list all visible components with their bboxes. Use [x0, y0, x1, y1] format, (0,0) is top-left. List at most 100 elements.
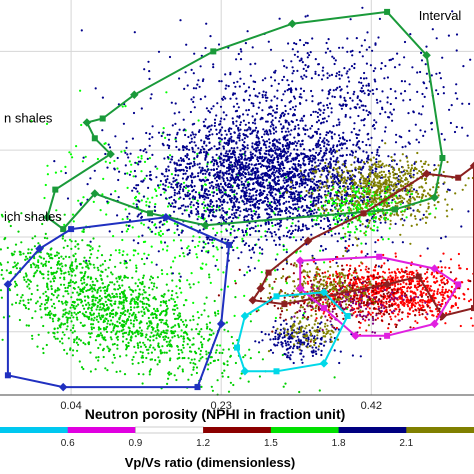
data-point — [174, 205, 177, 208]
data-point — [267, 222, 270, 225]
data-point — [54, 277, 57, 280]
data-point — [314, 58, 317, 61]
data-point — [248, 159, 251, 162]
data-point — [102, 286, 105, 289]
data-point — [51, 317, 54, 320]
data-point — [226, 360, 229, 363]
data-point — [79, 298, 82, 301]
data-point — [286, 144, 289, 147]
data-point — [68, 151, 71, 154]
data-point — [244, 123, 247, 126]
data-point — [315, 219, 318, 222]
data-point — [166, 273, 169, 276]
data-point — [44, 308, 47, 311]
data-point — [212, 227, 215, 230]
data-point — [27, 307, 30, 311]
data-point — [227, 139, 230, 142]
data-point — [119, 314, 122, 317]
data-point — [326, 97, 329, 100]
data-point — [186, 153, 189, 156]
data-point — [220, 80, 223, 83]
data-point — [272, 185, 275, 188]
data-point — [182, 181, 186, 184]
data-point — [44, 183, 47, 187]
data-point — [99, 286, 102, 289]
data-point — [163, 175, 166, 178]
data-point — [126, 253, 129, 256]
data-point — [75, 267, 78, 270]
data-point — [115, 336, 118, 339]
data-point — [182, 118, 185, 121]
data-point — [27, 298, 30, 301]
data-point — [265, 149, 268, 153]
data-point — [241, 138, 244, 141]
data-point — [197, 172, 200, 175]
data-point — [246, 168, 249, 171]
data-point — [68, 256, 71, 259]
data-point — [57, 252, 60, 255]
data-point — [269, 189, 272, 192]
data-point — [110, 309, 113, 312]
data-point — [0, 248, 2, 251]
data-point — [291, 229, 295, 233]
data-point — [114, 302, 117, 305]
data-point — [215, 128, 218, 131]
data-point — [318, 389, 321, 392]
data-point — [189, 203, 192, 206]
data-point — [292, 192, 295, 195]
data-point — [197, 332, 200, 335]
data-point — [194, 175, 197, 178]
data-point — [221, 351, 224, 355]
data-point — [138, 200, 141, 203]
data-point — [409, 33, 412, 36]
data-point — [238, 161, 241, 164]
data-point — [255, 112, 258, 115]
data-point — [182, 169, 185, 172]
data-point — [449, 121, 452, 125]
data-point — [435, 72, 438, 75]
data-point — [227, 128, 230, 131]
data-point — [440, 132, 443, 136]
data-point — [137, 184, 140, 187]
data-point — [172, 239, 175, 242]
data-point — [35, 302, 38, 305]
data-point — [206, 168, 209, 171]
data-point — [221, 207, 224, 210]
data-point — [223, 158, 226, 161]
data-point — [89, 240, 92, 243]
data-point — [136, 306, 139, 309]
data-point — [389, 102, 392, 106]
data-point — [148, 137, 151, 140]
data-point — [144, 148, 147, 151]
data-point — [137, 235, 140, 238]
data-point — [124, 208, 127, 211]
data-point — [237, 106, 240, 109]
data-point — [222, 271, 225, 274]
data-point — [77, 303, 80, 306]
data-point — [133, 169, 136, 173]
data-point — [450, 104, 453, 107]
data-point — [273, 173, 276, 177]
data-point — [282, 192, 285, 195]
data-point — [136, 285, 139, 288]
data-point — [205, 350, 208, 353]
data-point — [317, 193, 321, 196]
data-point — [279, 220, 282, 224]
data-point — [299, 145, 302, 148]
data-point — [44, 232, 47, 235]
data-point — [162, 336, 165, 339]
data-point — [186, 253, 189, 256]
data-point — [134, 315, 137, 319]
data-point — [245, 233, 248, 236]
data-point — [321, 156, 324, 159]
data-point — [140, 310, 143, 313]
data-point — [247, 244, 251, 247]
data-point — [233, 212, 236, 215]
data-point — [276, 213, 279, 216]
data-point — [159, 349, 162, 352]
data-point — [118, 301, 122, 304]
data-point — [293, 148, 296, 151]
data-point — [315, 223, 318, 226]
data-point — [125, 320, 128, 323]
data-point — [62, 257, 65, 260]
